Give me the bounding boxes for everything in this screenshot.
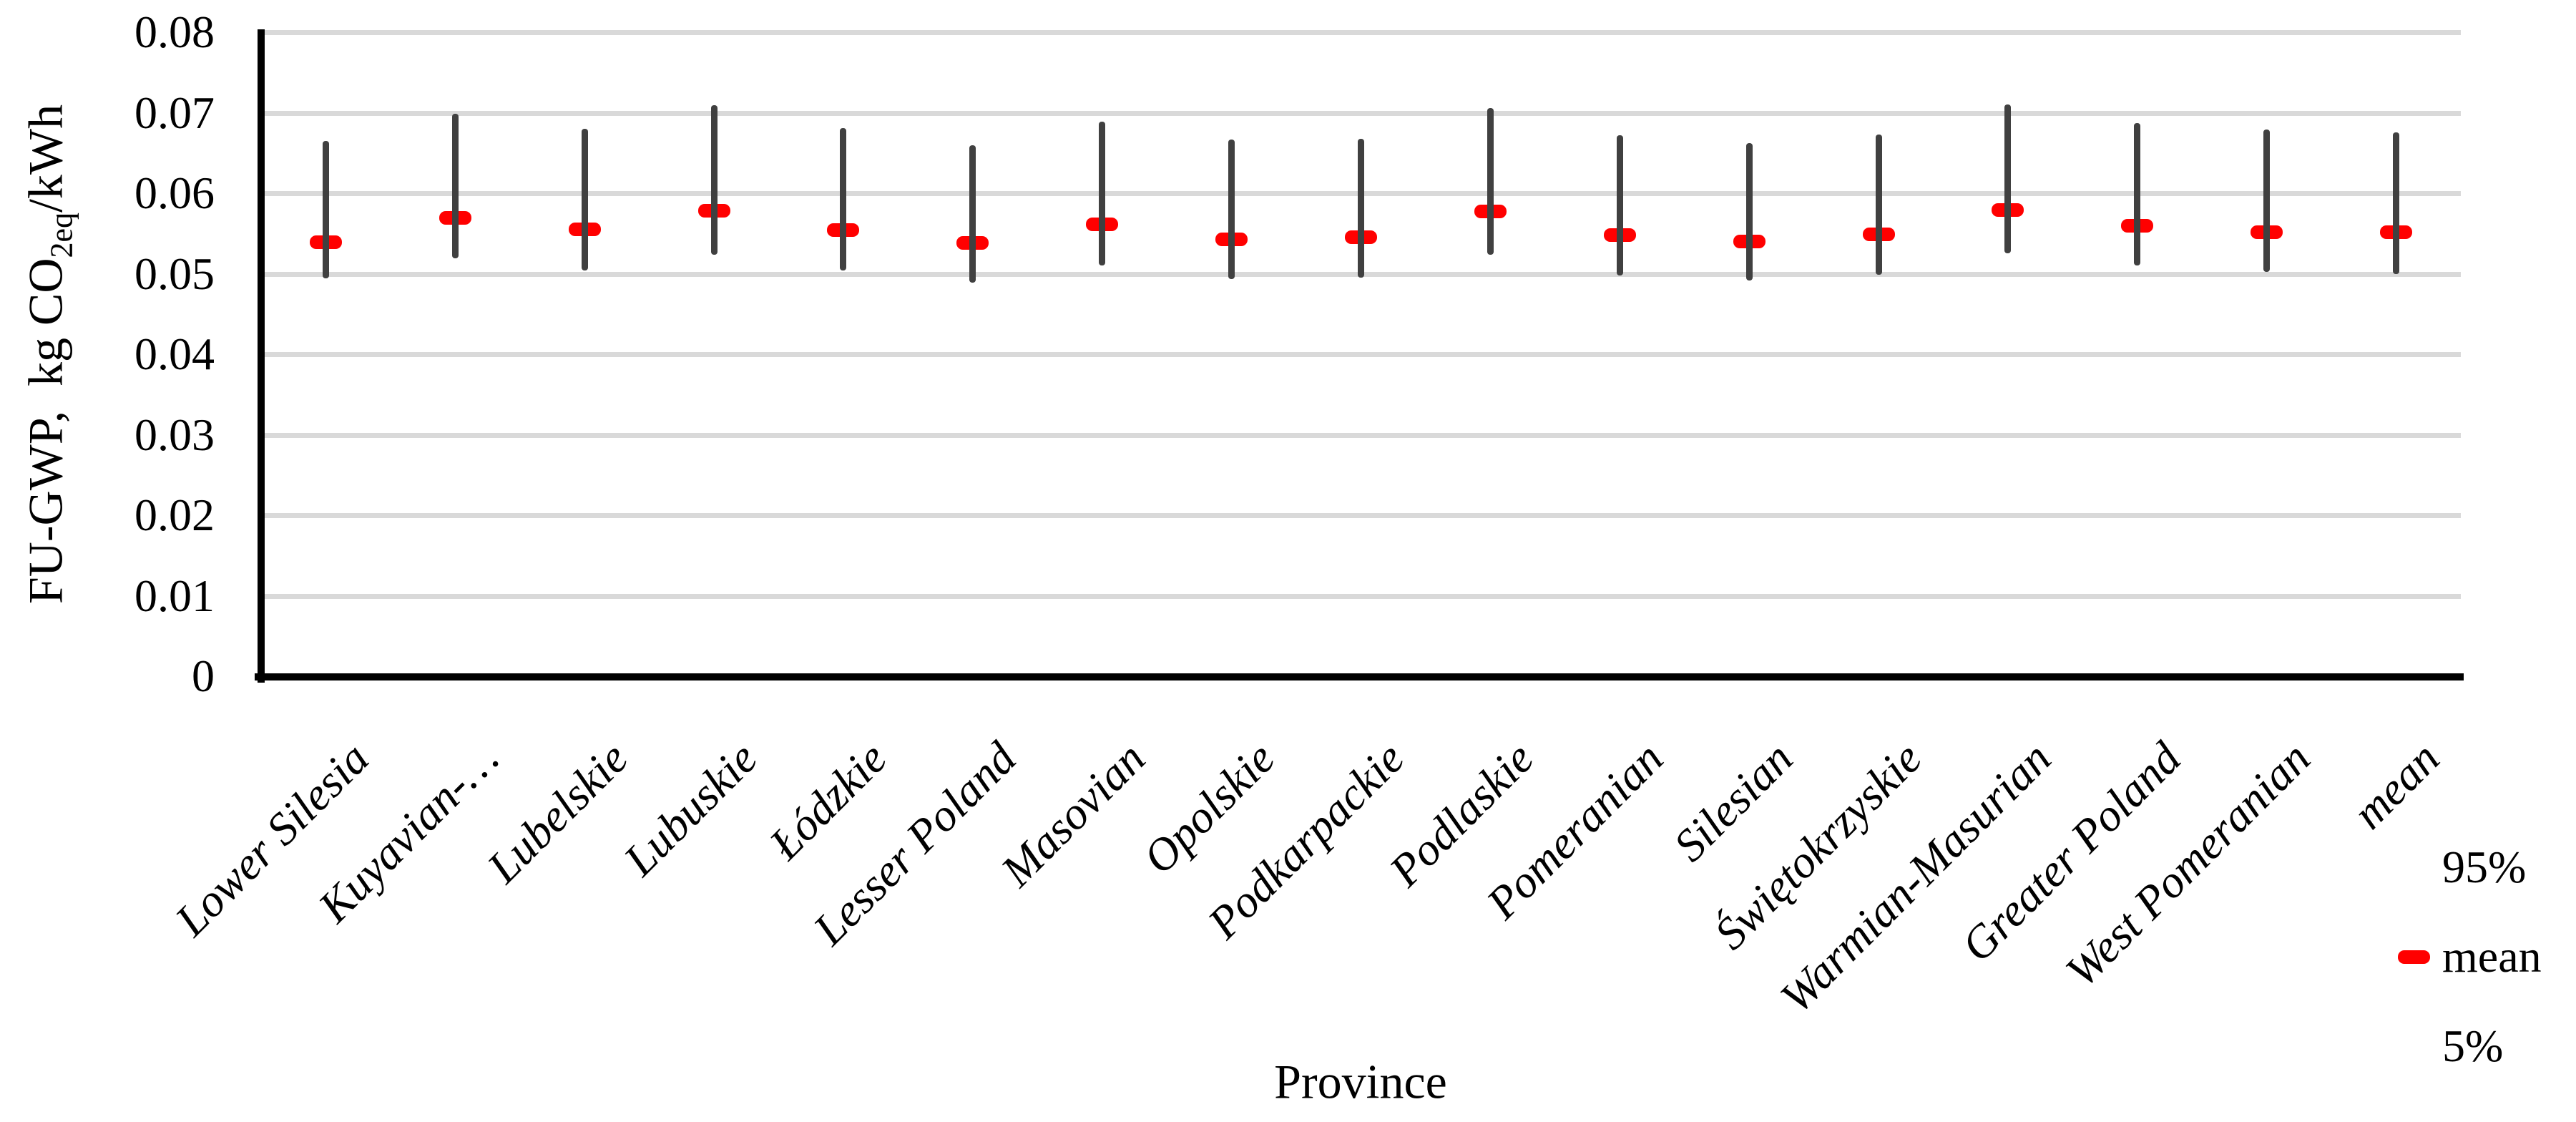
whisker — [840, 127, 847, 270]
y-tick-label: 0.08 — [134, 6, 215, 57]
y-tick-label: 0.05 — [134, 248, 215, 299]
legend-item-5: 5% — [2398, 1003, 2542, 1089]
mean-dash-icon — [2398, 950, 2430, 964]
whisker — [451, 113, 459, 259]
y-tick-label: 0.06 — [134, 167, 215, 218]
y-axis-line — [258, 29, 265, 683]
whisker — [2393, 132, 2400, 274]
legend-swatch-5-empty — [2398, 1003, 2442, 1089]
whisker — [710, 105, 718, 255]
whisker — [2004, 104, 2012, 254]
legend-swatch-mean — [2398, 914, 2442, 1000]
whisker — [1616, 135, 1623, 275]
whisker — [2134, 123, 2141, 266]
whisker — [1228, 139, 1235, 280]
x-category-label: Masovian — [991, 732, 1155, 897]
whisker — [1487, 107, 1494, 255]
whisker — [2263, 130, 2271, 273]
y-tick-label: 0.03 — [134, 409, 215, 460]
whisker — [322, 140, 329, 279]
legend-label-mean: mean — [2442, 931, 2542, 982]
y-axis-title-prefix: FU-GWP, kg CO — [18, 258, 73, 605]
gridline — [265, 110, 2461, 116]
legend-label-95: 95% — [2442, 841, 2527, 892]
x-category-label: mean — [2343, 732, 2449, 839]
x-category-label: Lubuskie — [614, 732, 767, 886]
y-tick-label: 0.07 — [134, 87, 215, 138]
x-category-label: Lubelskie — [477, 732, 638, 893]
chart-legend: 95% mean 5% — [2398, 824, 2542, 1093]
x-axis-title: Province — [1274, 1054, 1447, 1109]
y-tick-label: 0.01 — [134, 570, 215, 621]
legend-label-5: 5% — [2442, 1020, 2504, 1071]
legend-item-95: 95% — [2398, 824, 2542, 910]
whisker — [1099, 121, 1106, 266]
x-category-label: West Pomeranian — [2055, 732, 2320, 997]
whisker — [1745, 143, 1753, 280]
gridline — [265, 513, 2461, 518]
y-axis-title: FU-GWP, kg CO2eq/kWh — [18, 104, 79, 605]
legend-swatch-95-empty — [2398, 824, 2442, 910]
whisker — [581, 129, 588, 270]
gridline — [265, 593, 2461, 599]
gridline — [265, 432, 2461, 438]
y-axis-title-suffix: /kWh — [18, 104, 73, 213]
x-axis-line — [255, 673, 2464, 680]
y-axis-title-subscript: 2eq — [44, 212, 79, 258]
whisker — [969, 145, 976, 283]
whisker — [1875, 134, 1882, 275]
gridline — [265, 352, 2461, 357]
y-tick-label: 0.04 — [134, 328, 215, 379]
legend-item-mean: mean — [2398, 914, 2542, 1000]
gridline — [265, 30, 2461, 35]
y-tick-label: 0 — [192, 650, 215, 701]
y-tick-label: 0.02 — [134, 489, 215, 540]
whisker — [1358, 138, 1364, 278]
